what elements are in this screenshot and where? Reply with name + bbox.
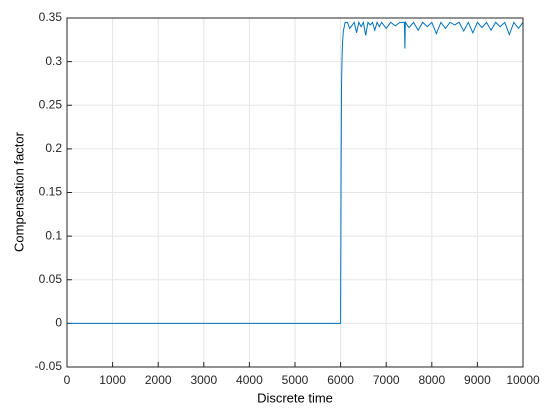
data-line xyxy=(67,20,524,324)
y-tick-label: 0.1 xyxy=(45,228,62,242)
x-tick-label: 5000 xyxy=(282,373,309,387)
x-tick-label: 6000 xyxy=(327,373,354,387)
x-tick-label: 0 xyxy=(64,373,71,387)
y-tick-label: 0.35 xyxy=(39,10,63,24)
y-tick-label: 0.15 xyxy=(39,185,63,199)
y-tick-label: 0 xyxy=(55,316,62,330)
x-tick-label: 9000 xyxy=(464,373,491,387)
y-tick-label: 0.05 xyxy=(39,272,63,286)
x-tick-label: 2000 xyxy=(145,373,172,387)
x-axis-label: Discrete time xyxy=(257,390,333,405)
x-tick-label: 7000 xyxy=(373,373,400,387)
x-tick-label: 8000 xyxy=(418,373,445,387)
x-tick-label: 3000 xyxy=(190,373,217,387)
y-tick-label: 0.25 xyxy=(39,97,63,111)
y-tick-label: 0.2 xyxy=(45,141,62,155)
y-axis-label: Compensation factor xyxy=(11,131,26,252)
x-tick-label: 4000 xyxy=(236,373,263,387)
y-tick-label: -0.05 xyxy=(35,359,63,373)
plot-frame xyxy=(66,17,524,368)
x-tick-label: 1000 xyxy=(99,373,126,387)
x-tick-label: 10000 xyxy=(506,373,540,387)
y-tick-label: 0.3 xyxy=(45,54,62,68)
